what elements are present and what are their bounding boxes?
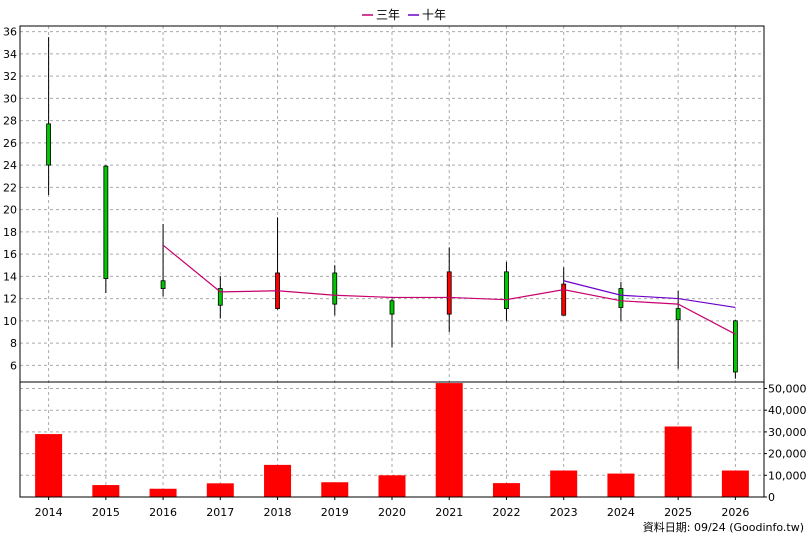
legend: 三年 十年 <box>362 8 446 22</box>
volume-tick-label: 0 <box>768 491 775 504</box>
year-tick-label: 2015 <box>92 506 120 519</box>
volume-bar <box>35 434 63 497</box>
volume-tick-label: 20,000 <box>768 448 807 461</box>
price-tick-label: 16 <box>3 248 17 261</box>
source-note: 資料日期: 09/24 (Goodinfo.tw) <box>643 520 804 534</box>
volume-bar <box>149 488 177 497</box>
candle-body <box>732 320 738 373</box>
volume-bar <box>321 482 349 497</box>
price-tick-label: 30 <box>3 92 17 105</box>
volume-bar <box>664 426 692 497</box>
volume-bar <box>550 470 578 497</box>
volume-bar <box>492 483 520 497</box>
candle-body <box>160 280 166 289</box>
price-tick-label: 20 <box>3 204 17 217</box>
volume-tick-label: 50,000 <box>768 383 807 396</box>
candle-body <box>618 288 624 308</box>
candle-body <box>46 123 52 166</box>
price-gridlines <box>20 26 764 497</box>
price-tick-label: 18 <box>3 226 17 239</box>
year-tick-label: 2021 <box>435 506 463 519</box>
year-tick-label: 2024 <box>607 506 635 519</box>
price-tick-label: 14 <box>3 270 17 283</box>
price-tick-label: 28 <box>3 115 17 128</box>
price-tick-label: 12 <box>3 293 17 306</box>
price-tick-label: 22 <box>3 181 17 194</box>
volume-tick-label: 10,000 <box>768 469 807 482</box>
volume-tick-label: 40,000 <box>768 404 807 417</box>
volume-bar <box>607 473 635 497</box>
price-tick-label: 36 <box>3 26 17 39</box>
price-tick-label: 34 <box>3 48 17 61</box>
candle-body <box>217 288 223 306</box>
volume-tick-label: 30,000 <box>768 426 807 439</box>
price-tick-label: 6 <box>10 359 17 372</box>
volume-axis-right: 0 10,000 20,000 30,000 40,000 50,000 <box>764 383 807 504</box>
price-tick-label: 24 <box>3 159 17 172</box>
moving-average-lines <box>162 244 736 335</box>
legend-label-10yr: 十年 <box>422 8 446 22</box>
price-tick-label: 26 <box>3 137 17 150</box>
year-tick-label: 2014 <box>35 506 63 519</box>
candle-body <box>389 300 395 315</box>
candle-body <box>675 308 681 321</box>
volume-bar <box>435 383 463 497</box>
year-tick-label: 2017 <box>206 506 234 519</box>
year-tick-label: 2025 <box>664 506 692 519</box>
year-axis: 2014 2015 2016 2017 2018 2019 2020 2021 2022 2023… <box>35 497 749 519</box>
year-tick-label: 2023 <box>550 506 578 519</box>
year-tick-label: 2016 <box>149 506 177 519</box>
price-tick-label: 8 <box>10 337 17 350</box>
volume-bar <box>264 464 292 497</box>
candle-body <box>561 283 567 316</box>
candle-body <box>103 165 109 279</box>
volume-bar <box>92 485 120 497</box>
candle-body <box>446 271 452 315</box>
moving-average-line <box>162 244 736 335</box>
year-tick-label: 2019 <box>321 506 349 519</box>
volume-bar <box>206 483 234 497</box>
candlesticks <box>46 37 738 379</box>
price-tick-label: 32 <box>3 70 17 83</box>
volume-gridlines <box>20 388 764 476</box>
year-tick-label: 2020 <box>378 506 406 519</box>
legend-label-3yr: 三年 <box>376 8 400 22</box>
year-tick-label: 2018 <box>264 506 292 519</box>
year-tick-label: 2026 <box>721 506 749 519</box>
price-tick-label: 10 <box>3 315 17 328</box>
volume-bars <box>35 383 749 497</box>
candle-body <box>504 271 509 309</box>
moving-average-line <box>563 280 736 309</box>
volume-bar <box>378 475 406 497</box>
volume-bar <box>721 470 749 497</box>
price-axis-left: 6 8 10 12 14 16 18 20 22 24 26 28 30 32 34 36 <box>3 26 17 373</box>
year-tick-label: 2022 <box>492 506 520 519</box>
candle-body <box>332 272 338 305</box>
